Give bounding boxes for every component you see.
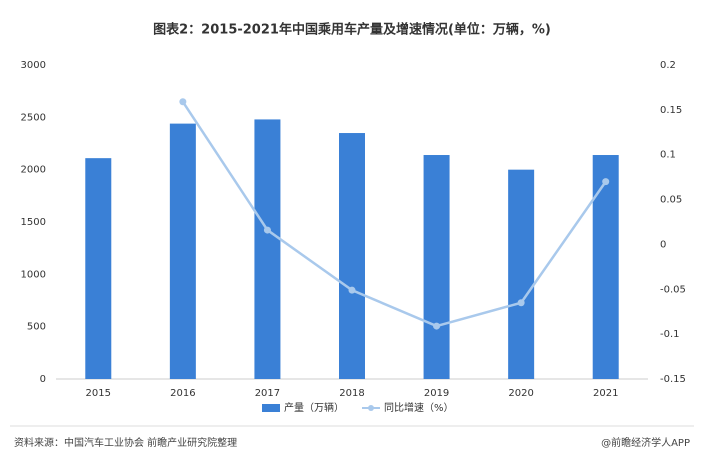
x-tick-label: 2019 xyxy=(424,388,449,399)
y2-tick-label: 0.1 xyxy=(660,150,676,161)
line-point xyxy=(602,178,610,186)
y2-tick-label: 0 xyxy=(660,239,666,250)
line xyxy=(181,101,607,328)
y-tick-label: 500 xyxy=(27,322,46,333)
y-tick-label: 2500 xyxy=(21,112,46,123)
y2-tick-label: 0.2 xyxy=(660,60,676,71)
line-point xyxy=(263,226,271,234)
bar xyxy=(254,119,281,379)
credit: @前瞻经济学人APP xyxy=(601,436,690,449)
bar xyxy=(592,155,619,379)
y-tick-label: 1000 xyxy=(21,269,46,280)
legend-swatch xyxy=(262,404,280,412)
line-point xyxy=(179,98,187,106)
y2-tick-label: -0.15 xyxy=(660,374,686,385)
bar xyxy=(85,158,112,379)
legend-label: 同比增速（%） xyxy=(384,401,454,414)
x-tick-label: 2018 xyxy=(339,388,364,399)
source: 资料来源：中国汽车工业协会 前瞻产业研究院整理 xyxy=(14,436,237,449)
y2-tick-label: 0.15 xyxy=(660,105,682,116)
legend-label: 产量（万辆） xyxy=(284,401,344,414)
x-tick-label: 2015 xyxy=(86,388,111,399)
y2-tick-label: -0.1 xyxy=(660,329,680,340)
y-tick-label: 1500 xyxy=(21,217,46,228)
y-tick-label: 2000 xyxy=(21,165,46,176)
line-point xyxy=(433,322,441,330)
line-point xyxy=(517,299,525,307)
bar xyxy=(169,123,196,379)
y2-tick-label: 0.05 xyxy=(660,195,682,206)
bar xyxy=(339,133,365,379)
legend-swatch xyxy=(368,405,374,411)
line-point xyxy=(348,286,356,294)
chart-title: 图表2：2015-2021年中国乘用车产量及增速情况(单位：万辆，%) xyxy=(153,22,551,38)
bar xyxy=(423,155,450,379)
y-tick-label: 3000 xyxy=(21,60,46,71)
y-tick-label: 0 xyxy=(40,374,46,385)
x-tick-label: 2016 xyxy=(170,388,195,399)
y2-tick-label: -0.05 xyxy=(660,284,686,295)
x-tick-label: 2021 xyxy=(593,388,618,399)
x-tick-label: 2020 xyxy=(508,388,533,399)
x-tick-label: 2017 xyxy=(255,388,280,399)
bar xyxy=(508,169,535,379)
